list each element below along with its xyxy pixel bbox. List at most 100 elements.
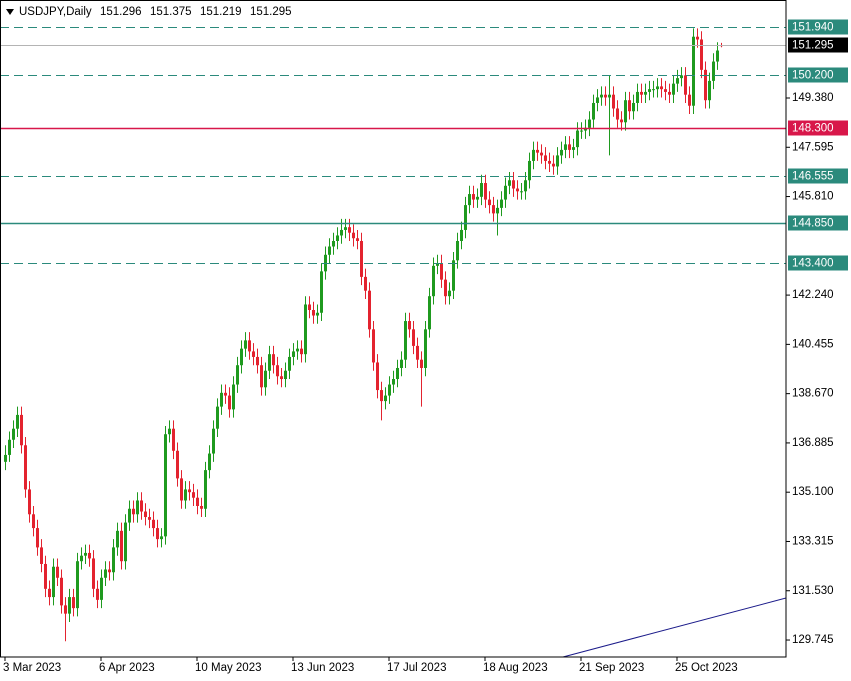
price-label-box <box>788 37 848 53</box>
candle-body <box>708 80 711 101</box>
candle-body <box>244 340 247 349</box>
candle-body <box>76 561 79 609</box>
x-tick-label: 18 Aug 2023 <box>483 662 548 674</box>
candle-body <box>544 155 547 161</box>
candle-body <box>316 312 319 316</box>
candle-body <box>344 227 347 230</box>
axis-area: 129.745 131.530 133.315 135.100 136.885 138.6… <box>3 19 848 674</box>
candle-body <box>272 354 275 366</box>
plot-border <box>0 0 787 658</box>
candle-body <box>112 547 115 573</box>
candle-body <box>228 395 231 410</box>
candle-body <box>300 348 303 355</box>
candle-body <box>512 180 515 189</box>
candle-body <box>572 147 575 150</box>
candle-body <box>432 265 435 297</box>
candle-body <box>596 97 599 103</box>
candle-body <box>372 329 375 363</box>
candle-body <box>364 276 367 291</box>
candle-body <box>328 246 331 255</box>
candle-body <box>608 94 611 98</box>
x-tick-label: 25 Oct 2023 <box>675 662 738 674</box>
candle-body <box>424 329 427 368</box>
candle-body <box>108 569 111 573</box>
candle-body <box>520 191 523 193</box>
candle-body <box>452 260 455 291</box>
candle-body <box>560 149 563 156</box>
candle-body <box>368 290 371 330</box>
candle-body <box>348 227 351 233</box>
candle-body <box>248 340 251 352</box>
candle-body <box>256 356 259 366</box>
candle-body <box>652 89 655 91</box>
candle-body <box>464 205 467 230</box>
candle-body <box>144 511 147 518</box>
candle-body <box>444 279 447 297</box>
candle-body <box>32 514 35 529</box>
level-label-box <box>788 168 848 184</box>
candle-body <box>380 390 383 402</box>
candle-body <box>208 453 211 471</box>
candle-body <box>340 229 343 236</box>
candle-body <box>648 89 651 92</box>
header-close: 151.295 <box>250 6 292 18</box>
candle-body <box>312 310 315 316</box>
candle-body <box>320 271 323 313</box>
candle-body <box>500 199 503 208</box>
candle-body <box>636 91 639 103</box>
candle-body <box>396 367 399 380</box>
candle-body <box>504 185 507 200</box>
candle-body <box>624 100 627 123</box>
candle-body <box>20 414 23 446</box>
candle-body <box>384 395 387 402</box>
y-tick-label: 136.885 <box>792 437 834 449</box>
candle-body <box>472 194 475 200</box>
candle-body <box>716 50 719 62</box>
candle-body <box>556 155 559 167</box>
candle-body <box>212 428 215 454</box>
candle-body <box>220 392 223 407</box>
symbol-title: USDJPY,Daily <box>19 6 92 18</box>
candle-body <box>100 577 103 600</box>
candle-body <box>96 588 99 600</box>
candle-body <box>600 94 603 98</box>
candle-body <box>468 194 471 206</box>
candle-body <box>440 263 443 280</box>
candle-body <box>616 108 619 120</box>
candle-body <box>672 83 675 95</box>
candle-body <box>4 454 7 462</box>
candle-body <box>148 517 151 520</box>
y-tick-label: 131.530 <box>792 585 834 597</box>
candle-body <box>68 597 71 614</box>
candle-body <box>176 450 179 479</box>
candle-body <box>532 149 535 161</box>
candle-body <box>24 445 27 490</box>
candle-body <box>120 530 123 562</box>
candle-body <box>152 519 155 529</box>
trend-line <box>562 597 787 658</box>
plot-area <box>0 27 786 642</box>
price-label: 151.295 <box>792 40 834 52</box>
y-tick-label: 129.745 <box>792 634 834 646</box>
candle-body <box>604 94 607 98</box>
candle-body <box>632 102 635 112</box>
candle-body <box>52 566 55 598</box>
candle-body <box>48 588 51 598</box>
candle-body <box>240 348 243 366</box>
candle-body <box>260 365 263 388</box>
candle-body <box>180 478 183 501</box>
candle-body <box>612 94 615 109</box>
candle-body <box>644 91 647 95</box>
candle-body <box>332 240 335 247</box>
candle-body <box>564 144 567 150</box>
candle-body <box>676 78 679 84</box>
candle-body <box>28 489 31 515</box>
candle-body <box>128 508 131 523</box>
candle-body <box>640 91 643 95</box>
candle-body <box>232 384 235 410</box>
candle-body <box>496 207 499 214</box>
candle-body <box>276 365 279 377</box>
candle-body <box>696 36 699 40</box>
candle-body <box>408 321 411 330</box>
